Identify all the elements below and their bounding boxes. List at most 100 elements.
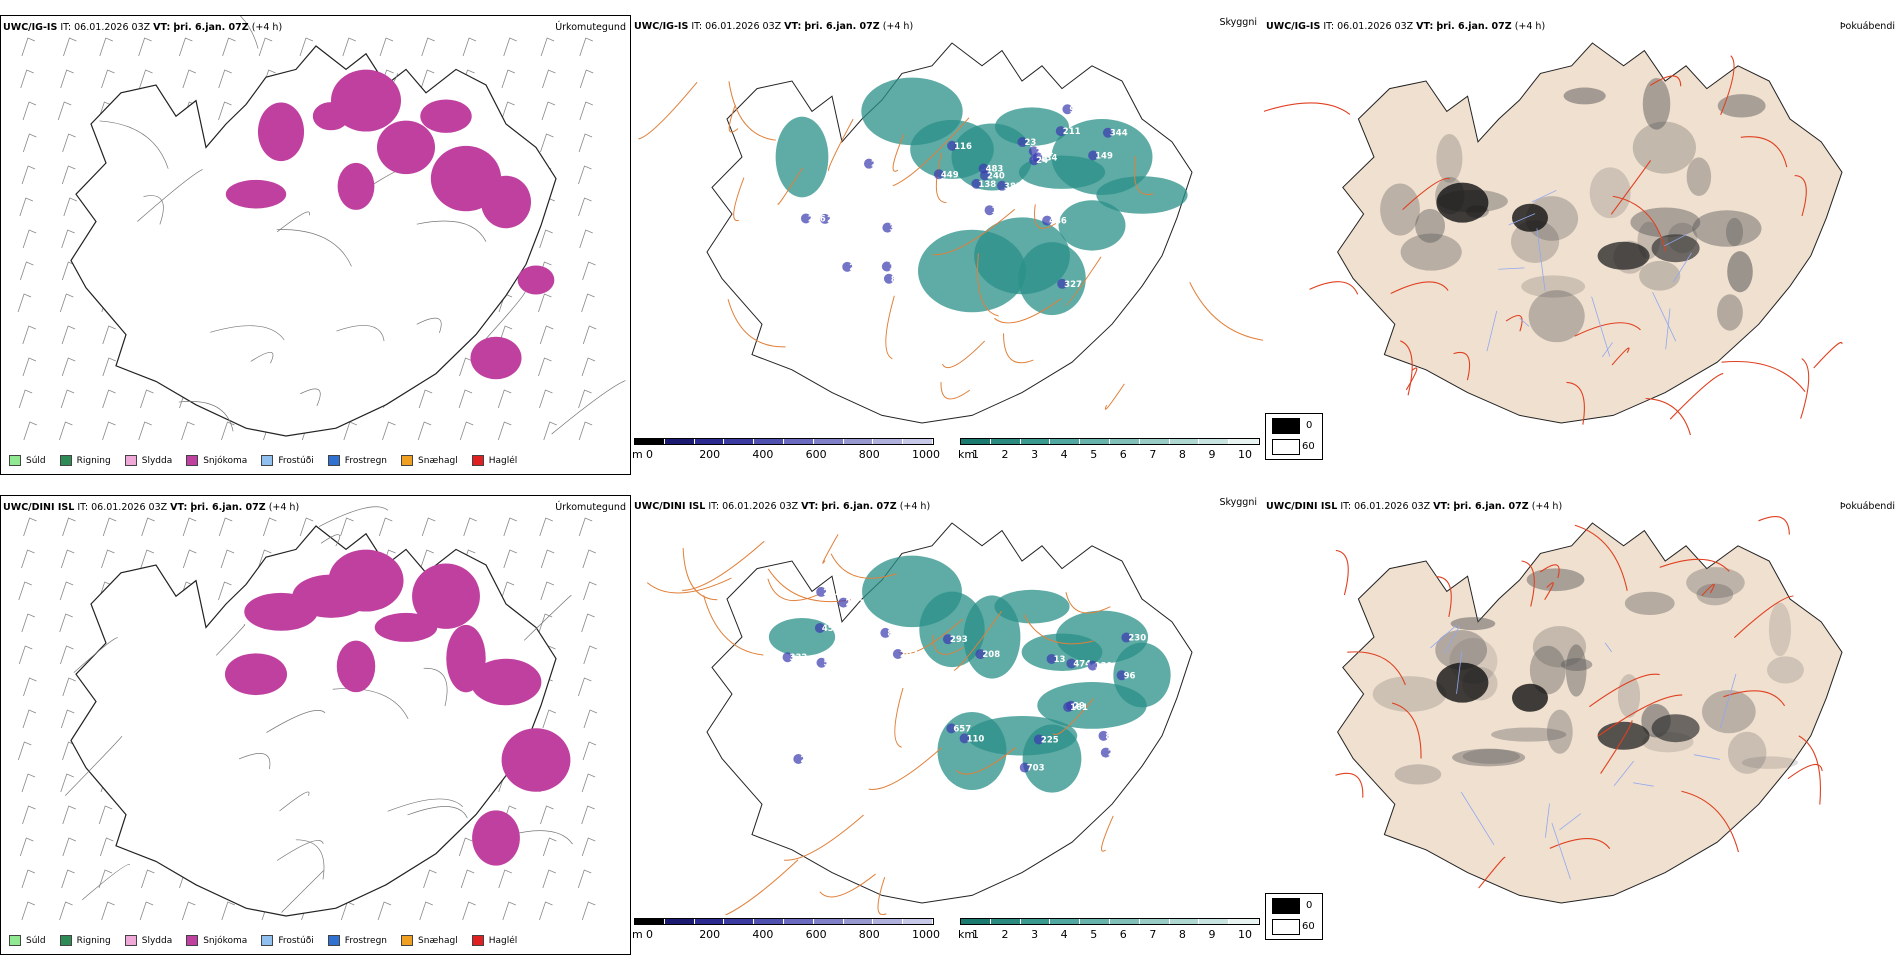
fog-area — [1639, 260, 1681, 291]
wind-barb — [502, 901, 516, 921]
wind-barb — [497, 389, 512, 409]
road-line — [728, 104, 739, 133]
wind-barb — [257, 549, 272, 569]
river — [1665, 308, 1671, 350]
wind-barb — [581, 293, 595, 313]
wind-barb — [577, 869, 592, 889]
fog-area — [1624, 591, 1675, 616]
ceiling-colorbar: m 0 200 400 600 800 1000 — [632, 438, 940, 474]
wind-barb — [140, 549, 155, 569]
road-line — [1574, 524, 1628, 591]
fog-area — [1435, 630, 1488, 670]
legend-label: Haglél — [488, 455, 518, 466]
ceiling-point — [819, 213, 830, 224]
wind-barb — [63, 37, 77, 57]
road-line — [931, 634, 964, 655]
wind-barb — [540, 549, 555, 569]
ceiling-labels: 230 202 207 332 293 817 845 474 290 458 657 703 2916… — [782, 586, 1146, 774]
wind-barb — [22, 709, 37, 729]
wind-barb — [182, 517, 197, 537]
wind-barb — [21, 869, 36, 889]
ceiling-point — [984, 205, 995, 216]
colorbar-tick: 6 — [1119, 448, 1127, 461]
wind-barb — [22, 101, 37, 121]
wind-barb — [581, 901, 596, 921]
road-line — [1701, 583, 1715, 597]
fog-area — [1702, 689, 1756, 734]
fog-area — [1630, 207, 1701, 238]
wind-barb — [61, 325, 76, 345]
legend-item: Snjókoma — [186, 455, 247, 466]
legend-item: Snæhagl — [401, 455, 458, 466]
wind-barb — [141, 869, 155, 889]
fog-area — [1651, 714, 1700, 743]
wind-barb — [59, 901, 73, 921]
road-line — [279, 791, 310, 812]
road-line — [336, 325, 385, 342]
legend-item: Rigning — [59, 935, 111, 946]
precip-legend: Súld Rigning Slydda Snjókoma Frostúði Frostre… — [1, 455, 523, 466]
wind-barb — [23, 677, 37, 697]
ceiling-point — [863, 158, 874, 169]
road-line — [1335, 772, 1364, 798]
road-line — [1505, 314, 1523, 332]
road-line — [1453, 351, 1471, 381]
wind-barb — [18, 389, 33, 409]
ceiling-label: 817 — [1106, 732, 1124, 742]
wind-barb — [62, 837, 77, 857]
road-line — [1681, 790, 1739, 853]
ceiling-point — [975, 649, 986, 660]
road-line — [1598, 694, 1683, 737]
ceiling-label: 483 — [986, 165, 1004, 175]
wind-barb — [138, 37, 152, 57]
road-line — [1758, 516, 1790, 535]
colorbar-step — [754, 919, 784, 924]
wind-barb — [419, 901, 433, 921]
road-line — [1347, 651, 1406, 686]
colorbar-tick: 9 — [1208, 928, 1216, 941]
road-line — [940, 382, 971, 400]
wind-barb — [299, 517, 314, 537]
panel-header-1c: UWC/DINI ISL IT: 06.01.2026 03Z VT: þri.… — [1266, 501, 1563, 512]
river — [1719, 673, 1737, 729]
road-line — [210, 325, 285, 341]
ceiling-point — [946, 723, 957, 734]
fog-area — [1380, 183, 1420, 236]
wind-barb — [60, 69, 74, 89]
legend-swatch — [261, 455, 274, 466]
colorbar-step — [1139, 439, 1170, 444]
colorbar-step — [1020, 919, 1051, 924]
wind-barb — [578, 389, 592, 409]
ceiling-label: 551 — [824, 659, 842, 669]
wind-barb — [139, 69, 153, 89]
colorbar-unit: km — [958, 448, 976, 461]
ceiling-point — [814, 622, 825, 633]
visibility-area — [1037, 681, 1147, 729]
fog-area — [1372, 676, 1447, 712]
ceiling-label: 344 — [1110, 129, 1128, 139]
fog-panel-1: UWC/DINI ISL IT: 06.01.2026 03Z VT: þri.… — [1264, 495, 1895, 955]
fog-area — [1632, 121, 1697, 174]
colorbar-tick: 200 — [699, 928, 721, 941]
snow-area — [470, 658, 542, 706]
ceiling-point — [1100, 747, 1111, 758]
road-line — [1101, 815, 1114, 852]
visibility-colorbar: km 1 2 3 4 5 6 7 8 9 10 — [958, 438, 1260, 474]
road-line — [1309, 281, 1359, 295]
visibility-panel-0: 149 449 383 486 240 231 134 344 327 208 984 213 852 4… — [632, 15, 1263, 475]
road-line — [1133, 155, 1154, 195]
road-line — [953, 610, 1003, 671]
snow-area — [420, 99, 472, 133]
wind-barb — [222, 37, 236, 57]
wind-barb — [543, 421, 557, 441]
road-line — [238, 753, 271, 770]
wind-barb — [178, 37, 193, 57]
road-line — [724, 859, 799, 915]
field-name: Úrkomutegund — [555, 22, 626, 33]
legend-swatch — [186, 935, 199, 946]
colorbar-step — [873, 919, 904, 924]
wind-barb — [23, 421, 37, 441]
wind-barb — [101, 549, 115, 569]
wind-barb — [22, 325, 36, 345]
